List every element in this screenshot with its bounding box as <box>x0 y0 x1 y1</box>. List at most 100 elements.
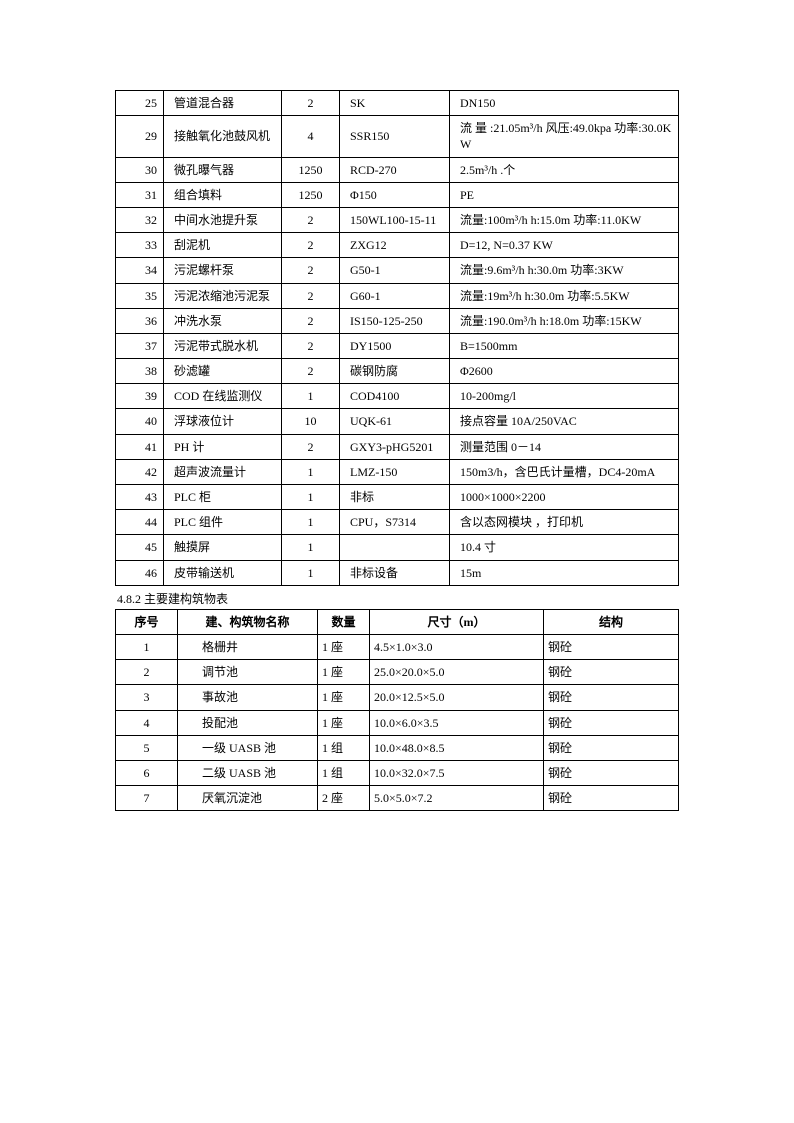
equipment-name: PLC 柜 <box>164 485 282 510</box>
equipment-spec: Φ2600 <box>450 359 679 384</box>
building-row: 4投配池1 座10.0×6.0×3.5钢砼 <box>116 710 679 735</box>
equipment-model: IS150-125-250 <box>340 308 450 333</box>
equipment-row: 45触摸屏1 10.4 寸 <box>116 535 679 560</box>
equipment-model: G60-1 <box>340 283 450 308</box>
equipment-no: 40 <box>116 409 164 434</box>
building-seq: 1 <box>116 634 178 659</box>
equipment-name: PH 计 <box>164 434 282 459</box>
equipment-spec: 接点容量 10A/250VAC <box>450 409 679 434</box>
building-seq: 5 <box>116 735 178 760</box>
building-qty: 1 座 <box>318 634 370 659</box>
equipment-row: 32中间水池提升泵2150WL100-15-11 流量:100m³/h h:15… <box>116 207 679 232</box>
equipment-row: 44PLC 组件1CPU，S7314 含以态网模块 ，打印机 <box>116 510 679 535</box>
equipment-table: 25管道混合器2SKDN15029接触氧化池鼓风机4SSR150 流 量 :21… <box>115 90 679 586</box>
equipment-model: DY1500 <box>340 333 450 358</box>
equipment-name: 接触氧化池鼓风机 <box>164 116 282 157</box>
equipment-name: 污泥浓缩池污泥泵 <box>164 283 282 308</box>
equipment-row: 35污泥浓缩池污泥泵2G60-1 流量:19m³/h h:30.0m 功率:5.… <box>116 283 679 308</box>
equipment-row: 46皮带输送机1非标设备 15m <box>116 560 679 585</box>
equipment-name: 管道混合器 <box>164 91 282 116</box>
equipment-spec: 流 量 :21.05m³/h 风压:49.0kpa 功率:30.0KW <box>450 116 679 157</box>
equipment-name: COD 在线监测仪 <box>164 384 282 409</box>
buildings-header-row: 序号 建、构筑物名称 数量 尺寸（m） 结构 <box>116 609 679 634</box>
equipment-model: ZXG12 <box>340 233 450 258</box>
building-struct: 钢砼 <box>544 660 679 685</box>
equipment-spec: 流量:19m³/h h:30.0m 功率:5.5KW <box>450 283 679 308</box>
building-struct: 钢砼 <box>544 735 679 760</box>
building-row: 1格栅井1 座4.5×1.0×3.0钢砼 <box>116 634 679 659</box>
equipment-model: 碳钢防腐 <box>340 359 450 384</box>
equipment-no: 45 <box>116 535 164 560</box>
equipment-qty: 1 <box>282 535 340 560</box>
building-size: 10.0×48.0×8.5 <box>370 735 544 760</box>
equipment-no: 42 <box>116 459 164 484</box>
equipment-qty: 10 <box>282 409 340 434</box>
building-row: 6二级 UASB 池1 组10.0×32.0×7.5钢砼 <box>116 760 679 785</box>
header-name: 建、构筑物名称 <box>178 609 318 634</box>
building-name: 调节池 <box>178 660 318 685</box>
equipment-qty: 1250 <box>282 182 340 207</box>
equipment-row: 33刮泥机2ZXG12 D=12, N=0.37 KW <box>116 233 679 258</box>
equipment-spec: 15m <box>450 560 679 585</box>
equipment-name: 皮带输送机 <box>164 560 282 585</box>
building-row: 3事故池1 座20.0×12.5×5.0钢砼 <box>116 685 679 710</box>
equipment-model <box>340 535 450 560</box>
equipment-no: 39 <box>116 384 164 409</box>
building-size: 25.0×20.0×5.0 <box>370 660 544 685</box>
equipment-qty: 1 <box>282 384 340 409</box>
building-size: 10.0×32.0×7.5 <box>370 760 544 785</box>
equipment-spec: 流量:190.0m³/h h:18.0m 功率:15KW <box>450 308 679 333</box>
equipment-qty: 2 <box>282 308 340 333</box>
equipment-qty: 1 <box>282 459 340 484</box>
equipment-spec: D=12, N=0.37 KW <box>450 233 679 258</box>
equipment-model: COD4100 <box>340 384 450 409</box>
equipment-spec: 含以态网模块 ，打印机 <box>450 510 679 535</box>
equipment-row: 43PLC 柜1非标 1000×1000×2200 <box>116 485 679 510</box>
equipment-row: 29接触氧化池鼓风机4SSR150 流 量 :21.05m³/h 风压:49.0… <box>116 116 679 157</box>
equipment-qty: 1 <box>282 510 340 535</box>
equipment-row: 37污泥带式脱水机2DY1500 B=1500mm <box>116 333 679 358</box>
building-size: 20.0×12.5×5.0 <box>370 685 544 710</box>
equipment-name: 超声波流量计 <box>164 459 282 484</box>
building-struct: 钢砼 <box>544 760 679 785</box>
header-seq: 序号 <box>116 609 178 634</box>
equipment-model: RCD-270 <box>340 157 450 182</box>
equipment-qty: 2 <box>282 207 340 232</box>
building-qty: 1 组 <box>318 735 370 760</box>
equipment-row: 40浮球液位计10UQK-61 接点容量 10A/250VAC <box>116 409 679 434</box>
building-seq: 6 <box>116 760 178 785</box>
equipment-spec: PE <box>450 182 679 207</box>
equipment-no: 36 <box>116 308 164 333</box>
header-size: 尺寸（m） <box>370 609 544 634</box>
equipment-qty: 2 <box>282 283 340 308</box>
equipment-no: 33 <box>116 233 164 258</box>
equipment-qty: 1 <box>282 560 340 585</box>
equipment-no: 30 <box>116 157 164 182</box>
building-name: 格栅井 <box>178 634 318 659</box>
equipment-no: 31 <box>116 182 164 207</box>
equipment-qty: 2 <box>282 359 340 384</box>
equipment-no: 25 <box>116 91 164 116</box>
equipment-model: LMZ-150 <box>340 459 450 484</box>
building-seq: 2 <box>116 660 178 685</box>
equipment-model: 150WL100-15-11 <box>340 207 450 232</box>
building-qty: 1 组 <box>318 760 370 785</box>
equipment-qty: 2 <box>282 91 340 116</box>
equipment-qty: 1 <box>282 485 340 510</box>
equipment-row: 38砂滤罐2碳钢防腐 Φ2600 <box>116 359 679 384</box>
building-qty: 1 座 <box>318 710 370 735</box>
equipment-model: UQK-61 <box>340 409 450 434</box>
building-row: 2调节池1 座25.0×20.0×5.0钢砼 <box>116 660 679 685</box>
equipment-spec: 测量范围 0－14 <box>450 434 679 459</box>
building-seq: 4 <box>116 710 178 735</box>
building-qty: 2 座 <box>318 786 370 811</box>
building-row: 7厌氧沉淀池2 座5.0×5.0×7.2钢砼 <box>116 786 679 811</box>
building-name: 厌氧沉淀池 <box>178 786 318 811</box>
equipment-no: 38 <box>116 359 164 384</box>
equipment-qty: 1250 <box>282 157 340 182</box>
building-size: 10.0×6.0×3.5 <box>370 710 544 735</box>
equipment-spec: 10.4 寸 <box>450 535 679 560</box>
equipment-no: 37 <box>116 333 164 358</box>
equipment-name: 污泥螺杆泵 <box>164 258 282 283</box>
buildings-table: 序号 建、构筑物名称 数量 尺寸（m） 结构 1格栅井1 座4.5×1.0×3.… <box>115 609 679 812</box>
